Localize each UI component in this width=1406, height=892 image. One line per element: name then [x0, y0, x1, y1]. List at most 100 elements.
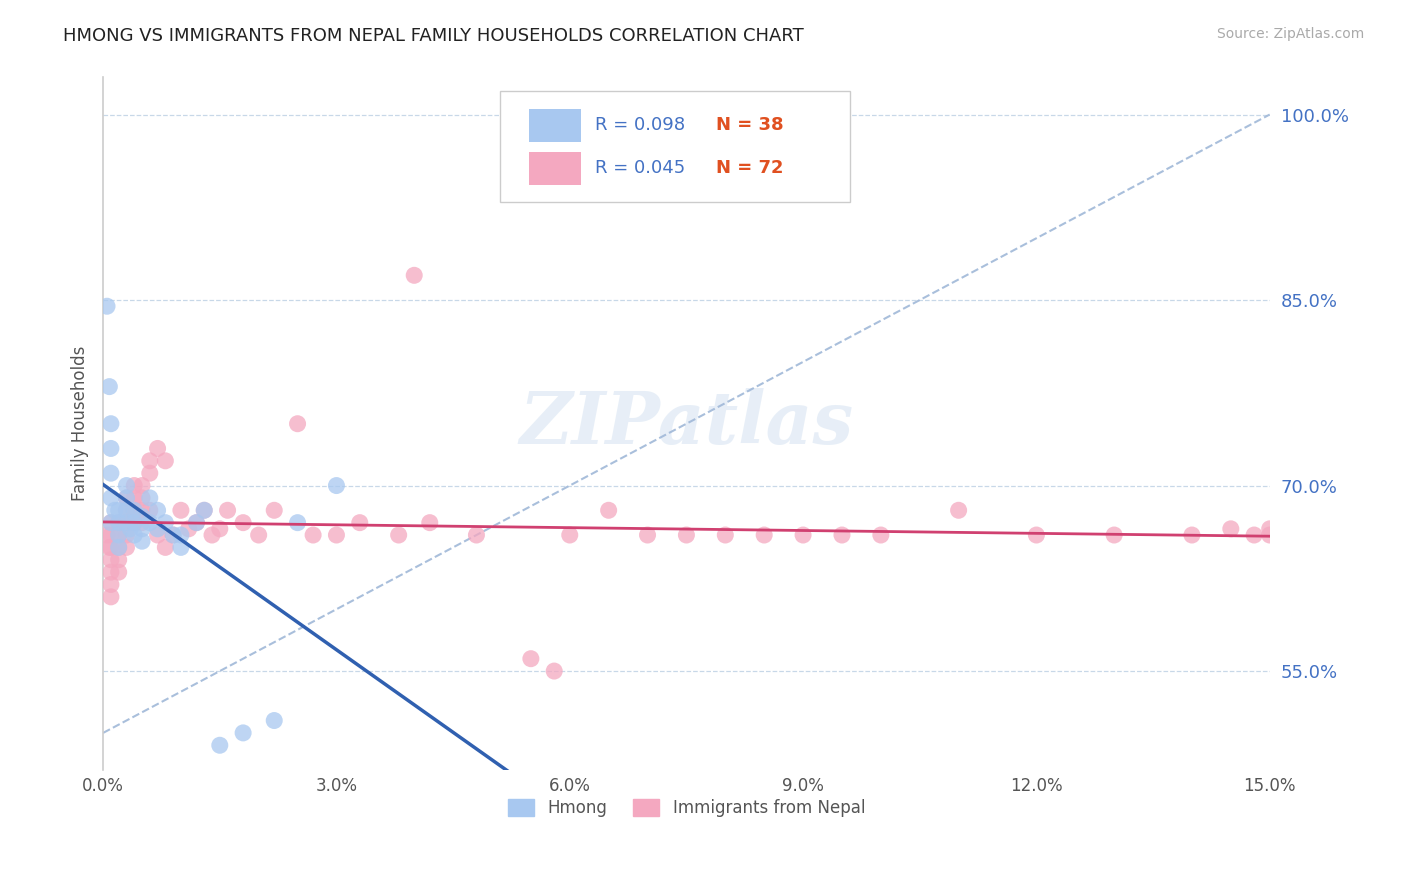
- Point: [107, 528, 129, 542]
- Point: [419, 516, 441, 530]
- Point: [104, 503, 127, 517]
- Point: [287, 417, 309, 431]
- Point: [232, 726, 254, 740]
- Point: [115, 541, 138, 555]
- Point: [162, 528, 184, 542]
- Point: [792, 528, 814, 542]
- Point: [831, 528, 853, 542]
- Point: [208, 738, 231, 752]
- Point: [131, 522, 153, 536]
- FancyBboxPatch shape: [529, 152, 582, 185]
- Point: [263, 714, 285, 728]
- Text: HMONG VS IMMIGRANTS FROM NEPAL FAMILY HOUSEHOLDS CORRELATION CHART: HMONG VS IMMIGRANTS FROM NEPAL FAMILY HO…: [63, 27, 804, 45]
- Point: [404, 268, 426, 283]
- Point: [217, 503, 239, 517]
- Point: [100, 466, 122, 480]
- Point: [155, 516, 177, 530]
- Point: [302, 528, 325, 542]
- Point: [139, 516, 162, 530]
- Point: [122, 503, 145, 517]
- Point: [520, 651, 543, 665]
- Point: [100, 516, 122, 530]
- Point: [107, 565, 129, 579]
- FancyBboxPatch shape: [529, 109, 582, 142]
- Point: [98, 379, 121, 393]
- Point: [107, 553, 129, 567]
- Point: [131, 516, 153, 530]
- Point: [208, 522, 231, 536]
- Point: [754, 528, 776, 542]
- Point: [115, 503, 138, 517]
- Point: [96, 528, 118, 542]
- Y-axis label: Family Households: Family Households: [72, 346, 89, 501]
- Point: [100, 553, 122, 567]
- Point: [100, 442, 122, 456]
- Point: [115, 516, 138, 530]
- Point: [115, 503, 138, 517]
- Point: [232, 516, 254, 530]
- Text: Source: ZipAtlas.com: Source: ZipAtlas.com: [1216, 27, 1364, 41]
- Point: [122, 516, 145, 530]
- Point: [1258, 522, 1281, 536]
- Point: [131, 491, 153, 505]
- Point: [131, 478, 153, 492]
- Point: [287, 516, 309, 530]
- Point: [131, 503, 153, 517]
- Point: [120, 522, 142, 536]
- Point: [170, 503, 193, 517]
- Point: [139, 491, 162, 505]
- Point: [177, 522, 200, 536]
- Legend: Hmong, Immigrants from Nepal: Hmong, Immigrants from Nepal: [501, 792, 872, 824]
- Point: [170, 528, 193, 542]
- Point: [115, 478, 138, 492]
- Point: [162, 528, 184, 542]
- Point: [388, 528, 411, 542]
- FancyBboxPatch shape: [499, 91, 849, 202]
- Text: ZIPatlas: ZIPatlas: [519, 388, 853, 459]
- Point: [115, 491, 138, 505]
- Point: [115, 491, 138, 505]
- Point: [100, 516, 122, 530]
- Point: [193, 503, 215, 517]
- Point: [100, 528, 122, 542]
- Text: N = 72: N = 72: [716, 159, 783, 178]
- Point: [100, 590, 122, 604]
- Point: [543, 664, 565, 678]
- Text: R = 0.098: R = 0.098: [595, 116, 686, 134]
- Point: [100, 541, 122, 555]
- Point: [349, 516, 371, 530]
- Point: [948, 503, 970, 517]
- Point: [131, 509, 153, 524]
- Point: [107, 516, 129, 530]
- Point: [325, 478, 347, 492]
- Point: [155, 541, 177, 555]
- Point: [107, 541, 129, 555]
- Point: [1102, 528, 1125, 542]
- Point: [1181, 528, 1204, 542]
- Point: [107, 503, 129, 517]
- Point: [131, 534, 153, 549]
- Point: [170, 541, 193, 555]
- Point: [107, 516, 129, 530]
- Point: [247, 528, 270, 542]
- Point: [714, 528, 737, 542]
- Point: [186, 516, 208, 530]
- Point: [146, 522, 169, 536]
- Point: [201, 528, 224, 542]
- Point: [115, 528, 138, 542]
- Point: [1258, 528, 1281, 542]
- Point: [558, 528, 581, 542]
- Point: [598, 503, 620, 517]
- Point: [637, 528, 659, 542]
- Point: [107, 528, 129, 542]
- Point: [155, 454, 177, 468]
- Point: [465, 528, 488, 542]
- Point: [122, 516, 145, 530]
- Point: [869, 528, 891, 542]
- Point: [186, 516, 208, 530]
- Point: [100, 417, 122, 431]
- Point: [146, 503, 169, 517]
- Point: [139, 466, 162, 480]
- Point: [139, 503, 162, 517]
- Point: [1243, 528, 1265, 542]
